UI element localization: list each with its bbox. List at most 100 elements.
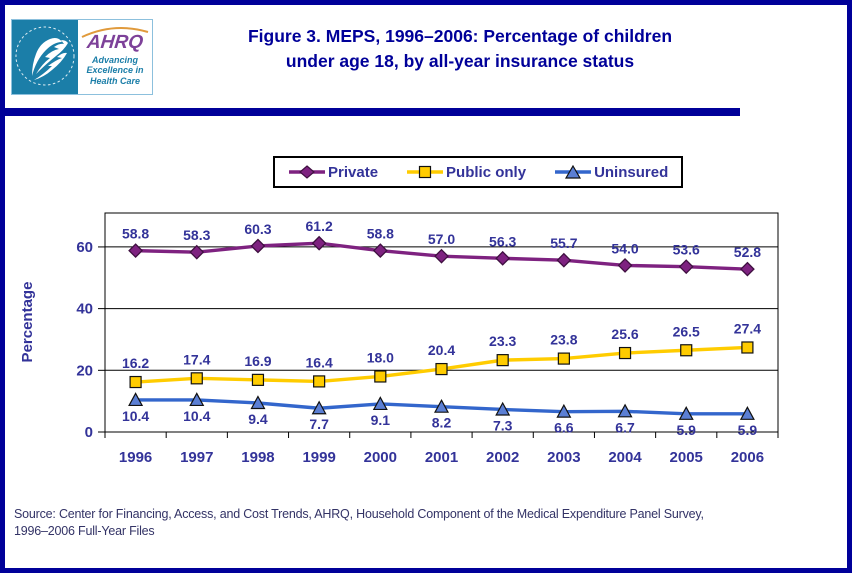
data-label-Public only-2005: 26.5 bbox=[673, 323, 700, 339]
marker-Private-2003 bbox=[556, 252, 572, 268]
data-label-Private-2000: 58.8 bbox=[367, 226, 394, 242]
marker-Private-2000 bbox=[372, 243, 388, 259]
x-axis-label-1999: 1999 bbox=[302, 449, 335, 466]
marker-Uninsured-2005 bbox=[678, 406, 694, 420]
data-label-Private-2006: 52.8 bbox=[734, 244, 761, 260]
legend-label-uninsured: Uninsured bbox=[594, 163, 669, 181]
public-square-icon bbox=[407, 165, 444, 179]
marker-Private-1996 bbox=[128, 243, 144, 259]
marker-Public only-2003 bbox=[557, 352, 570, 365]
marker-Uninsured-1997 bbox=[189, 392, 205, 407]
x-axis-label-2002: 2002 bbox=[486, 449, 519, 466]
data-label-Private-2003: 55.7 bbox=[550, 235, 577, 251]
data-label-Private-2005: 53.6 bbox=[673, 242, 700, 258]
data-label-Uninsured-2004: 6.7 bbox=[615, 419, 635, 435]
legend-label-private: Private bbox=[328, 163, 379, 181]
data-label-Uninsured-1996: 10.4 bbox=[122, 408, 149, 424]
marker-Public only-2006 bbox=[741, 341, 754, 354]
ahrq-acronym: AHRQ bbox=[85, 32, 145, 53]
data-label-Private-2001: 57.0 bbox=[428, 231, 455, 247]
uninsured-triangle-icon bbox=[555, 165, 592, 179]
tagline-line-2: Excellence in bbox=[86, 65, 144, 76]
marker-Uninsured-2001 bbox=[433, 398, 450, 413]
marker-Public only-2000 bbox=[374, 370, 387, 383]
marker-Private-1998 bbox=[250, 238, 266, 254]
data-label-Private-1997: 58.3 bbox=[183, 227, 210, 243]
legend-entry-uninsured: Uninsured bbox=[554, 164, 668, 181]
marker-Public only-1996 bbox=[129, 375, 142, 389]
marker-Uninsured-2000 bbox=[372, 396, 388, 411]
marker-Private-2002 bbox=[495, 250, 511, 266]
y-tick-label-20: 20 bbox=[76, 362, 93, 379]
marker-Uninsured-2006 bbox=[739, 406, 755, 420]
title-line-1: Figure 3. MEPS, 1996–2006: Percentage of… bbox=[247, 26, 673, 46]
data-label-Private-2004: 54.0 bbox=[611, 240, 638, 256]
header-divider bbox=[0, 108, 740, 116]
data-label-Private-1996: 58.8 bbox=[122, 226, 149, 242]
tagline-line-3: Health Care bbox=[89, 75, 141, 86]
data-label-Public only-2003: 23.8 bbox=[550, 332, 577, 348]
marker-Uninsured-1999 bbox=[311, 400, 327, 415]
data-label-Private-2002: 56.3 bbox=[489, 233, 516, 249]
marker-Uninsured-2004 bbox=[617, 403, 633, 418]
tagline-line-1: Advancing bbox=[91, 55, 138, 65]
x-axis-label-2005: 2005 bbox=[670, 449, 703, 466]
x-axis-label-2004: 2004 bbox=[608, 449, 642, 466]
legend-entry-private: Private bbox=[288, 164, 378, 181]
data-label-Uninsured-2002: 7.3 bbox=[493, 417, 513, 433]
marker-Private-2004 bbox=[617, 258, 633, 273]
data-label-Public only-1999: 16.4 bbox=[306, 354, 333, 370]
source-note: Source: Center for Financing, Access, an… bbox=[14, 506, 844, 540]
source-line-2: 1996–2006 Full-Year Files bbox=[14, 523, 155, 538]
marker-Uninsured-2002 bbox=[495, 401, 511, 416]
data-label-Public only-2004: 25.6 bbox=[611, 326, 638, 342]
marker-Uninsured-1998 bbox=[250, 395, 266, 410]
data-label-Public only-2006: 27.4 bbox=[734, 320, 761, 336]
marker-Public only-1998 bbox=[251, 373, 265, 386]
data-label-Uninsured-2000: 9.1 bbox=[371, 412, 391, 428]
ahrq-tagline: Advancing Excellence in Health Care bbox=[78, 55, 152, 86]
source-line-1: Source: Center for Financing, Access, an… bbox=[14, 507, 704, 521]
data-label-Uninsured-2006: 5.9 bbox=[738, 422, 758, 438]
marker-Public only-2005 bbox=[680, 344, 693, 357]
data-label-Private-1999: 61.2 bbox=[306, 218, 333, 234]
data-label-Public only-1996: 16.2 bbox=[122, 355, 149, 371]
x-axis-label-1998: 1998 bbox=[241, 449, 274, 466]
swoosh-arc-icon bbox=[81, 27, 149, 38]
x-axis-label-2001: 2001 bbox=[425, 449, 458, 466]
data-label-Public only-2002: 23.3 bbox=[489, 333, 516, 349]
ahrq-wordmark-panel: AHRQ Advancing Excellence in Health Care bbox=[78, 20, 152, 94]
x-axis-label-1996: 1996 bbox=[119, 449, 152, 466]
data-label-Uninsured-1997: 10.4 bbox=[183, 408, 210, 424]
ahrq-logo: AHRQ Advancing Excellence in Health Care bbox=[11, 19, 153, 95]
marker-Public only-2001 bbox=[435, 362, 448, 376]
y-tick-label-40: 40 bbox=[76, 301, 93, 318]
data-label-Private-1998: 60.3 bbox=[244, 221, 271, 237]
data-label-Public only-2001: 20.4 bbox=[428, 342, 455, 358]
marker-Public only-1999 bbox=[313, 375, 326, 388]
data-label-Uninsured-1999: 7.7 bbox=[309, 416, 329, 432]
y-axis-title: Percentage bbox=[19, 282, 36, 363]
marker-Public only-2002 bbox=[496, 354, 509, 367]
marker-Public only-1997 bbox=[190, 372, 203, 385]
hhs-eagle-icon bbox=[15, 26, 75, 86]
marker-Private-2001 bbox=[434, 248, 449, 264]
private-diamond-icon bbox=[289, 165, 325, 179]
data-label-Uninsured-1998: 9.4 bbox=[248, 411, 268, 427]
hhs-seal-panel bbox=[12, 20, 78, 94]
legend-label-public-only: Public only bbox=[446, 163, 527, 181]
marker-Private-2005 bbox=[678, 259, 694, 275]
x-axis-label-2003: 2003 bbox=[547, 449, 580, 466]
marker-Private-2006 bbox=[739, 261, 755, 277]
data-label-Uninsured-2001: 8.2 bbox=[432, 415, 452, 431]
data-label-Public only-1998: 16.9 bbox=[244, 353, 271, 369]
x-axis-label-2006: 2006 bbox=[731, 449, 764, 466]
marker-Private-1997 bbox=[189, 244, 205, 260]
data-label-Uninsured-2005: 5.9 bbox=[676, 422, 696, 438]
data-label-Public only-1997: 17.4 bbox=[183, 351, 210, 367]
data-label-Uninsured-2003: 6.6 bbox=[554, 420, 574, 436]
chart-legend: Private Public only Uninsured bbox=[273, 156, 684, 188]
marker-Uninsured-1996 bbox=[128, 392, 144, 407]
